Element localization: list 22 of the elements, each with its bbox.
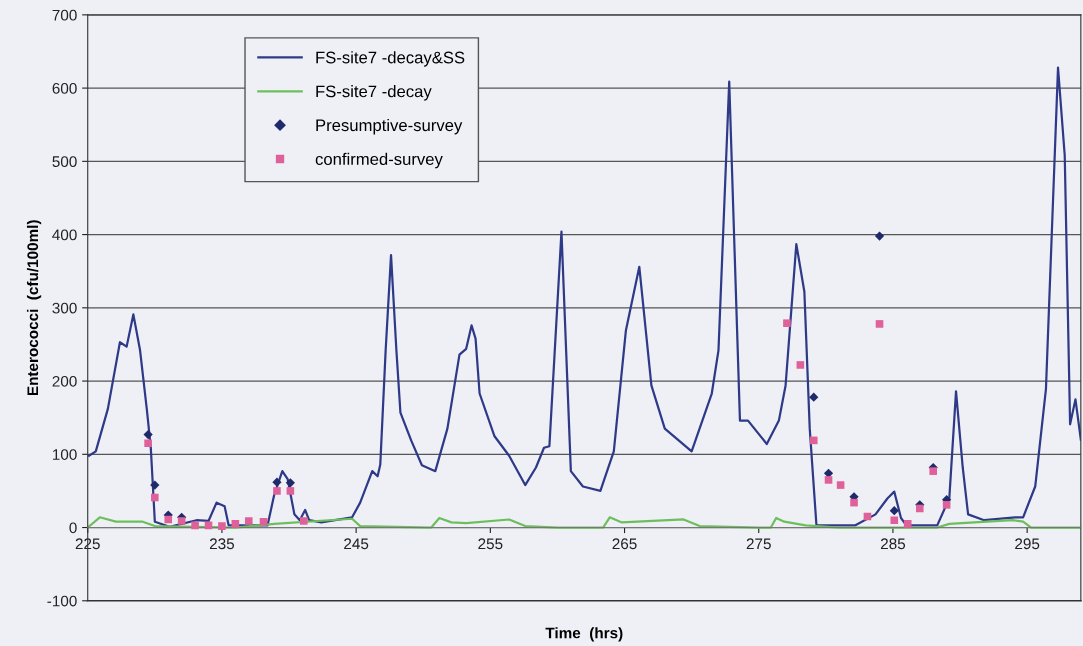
x-axis-title: Time (hrs) (545, 627, 623, 642)
y-tick-label: 600 (52, 82, 77, 94)
x-tick-label: 235 (209, 538, 235, 550)
legend-label: confirmed-survey (315, 152, 443, 169)
x-tick-label: 255 (478, 538, 503, 550)
y-tick-label: 100 (52, 449, 77, 460)
y-axis-title: Enterococci (cfu/100ml) (26, 220, 42, 396)
x-tick-label: 295 (1015, 538, 1040, 550)
y-tick-label: 500 (52, 156, 77, 168)
x-tick-label: 265 (612, 538, 637, 550)
legend-label: FS-site7 -decay (316, 85, 432, 101)
y-tick-label: 700 (52, 9, 77, 21)
legend-label: FS-site7 -decay&SS (316, 51, 465, 67)
x-tick-label: 275 (746, 538, 771, 550)
x-tick-label: 245 (344, 538, 369, 550)
x-tick-label: 285 (880, 538, 906, 550)
y-tick-label: 0 (69, 522, 77, 534)
y-tick-label: -100 (47, 595, 77, 607)
y-tick-label: 400 (52, 229, 77, 241)
legend-label: Presumptive-survey (316, 118, 463, 135)
y-tick-label: 200 (52, 375, 77, 387)
y-tick-label: 300 (52, 302, 77, 314)
